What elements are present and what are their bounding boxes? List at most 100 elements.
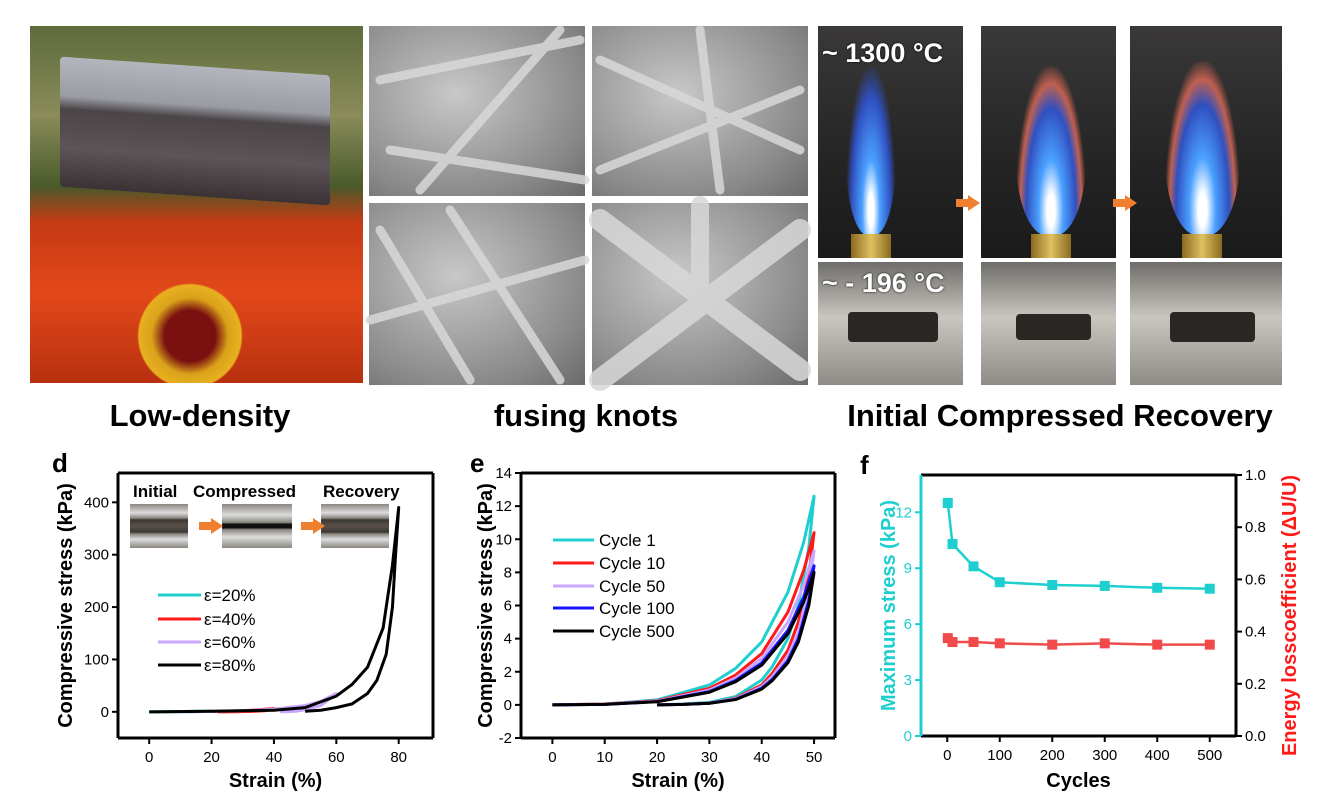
data-point-marker [1099,638,1110,649]
x-tick-label: 400 [1145,747,1170,764]
data-point-marker [947,637,958,648]
low-density-photo [30,26,363,383]
y-right-tick-label: 0.6 [1245,571,1266,588]
y-tick-label: 4 [504,631,512,648]
x-tick-label: 0 [943,747,951,764]
data-point-marker [942,497,953,508]
x-tick-label: 30 [701,749,718,766]
y-axis-title: Compressive stress (kPa) [475,483,497,728]
series-line-right [946,637,1210,646]
sample [1016,314,1091,340]
inset-label: Compressed [193,482,296,501]
x-tick-label: 50 [806,749,823,766]
y-tick-label: 0 [904,728,912,745]
x-tick-label: 40 [753,749,770,766]
inset-recovery-photo [321,504,389,548]
caption-fusing-knots: fusing knots [493,398,679,433]
y-tick-label: 200 [84,599,109,616]
x-tick-label: 40 [266,749,283,766]
legend-label: ε=40% [204,610,256,629]
flame-icon [1165,61,1240,236]
legend-label: ε=20% [204,586,256,605]
legend-label: Cycle 500 [599,622,675,641]
flame-icon [846,66,896,236]
flame-recovery-photo [1130,26,1282,258]
y-tick-label: 9 [904,560,912,577]
inset-label: Initial [133,482,177,501]
inset-compressed-photo [222,504,292,548]
sem-fibers [365,25,811,391]
series-line-cycle-50 [552,549,816,707]
x-tick-label: 300 [1092,747,1117,764]
y-tick-label: 10 [495,531,512,548]
cold-initial-photo [818,262,963,385]
x-tick-label: 0 [145,749,153,766]
cold-recovery-photo [1130,262,1282,385]
data-point-marker [947,538,958,549]
data-point-marker [994,638,1005,649]
inset-initial-photo [130,504,188,548]
legend-label: Cycle 1 [599,531,656,550]
series-line-left [946,502,1210,590]
y-tick-label: 12 [895,504,912,521]
temperature-hot-label: ~ 1300 °C [822,38,944,68]
y-right-tick-label: 0.8 [1245,519,1266,536]
flame-icon [1016,66,1086,236]
legend-label: ε=80% [204,656,256,675]
y-tick-label: -2 [499,730,512,747]
burner [851,234,891,258]
data-point-marker [1204,583,1215,594]
data-point-marker [1152,639,1163,650]
data-point-marker [1099,580,1110,591]
x-axis-title: Strain (%) [229,770,322,792]
x-tick-label: 0 [548,749,556,766]
series-line--80- [149,506,401,714]
data-point-marker [968,561,979,572]
legend-label: Cycle 50 [599,577,665,596]
data-point-marker [1204,639,1215,650]
caption-flame-states: Initial Compressed Recovery [847,398,1273,433]
y-tick-label: 100 [84,651,109,668]
temperature-cold-label: ~ - 196 °C [822,268,945,298]
x-tick-label: 80 [390,749,407,766]
caption-low-density: Low-density [109,398,291,433]
x-axis-title: Strain (%) [631,770,724,792]
series-line-cycle-500 [552,570,816,707]
y-axis-title: Maximum stress (kPa) [878,500,900,711]
x-tick-label: 10 [596,749,613,766]
x-tick-label: 200 [1040,747,1065,764]
x-tick-label: 20 [203,749,220,766]
y-tick-label: 6 [504,598,512,615]
burner [1031,234,1071,258]
x-tick-label: 60 [328,749,345,766]
y-tick-label: 14 [495,465,512,482]
y-right-tick-label: 0.4 [1245,624,1266,641]
data-point-marker [1152,582,1163,593]
y-right-tick-label: 0.0 [1245,728,1266,745]
data-point-marker [1047,579,1058,590]
burner [1182,234,1222,258]
flame-compressed-photo [981,26,1116,258]
data-point-marker [994,577,1005,588]
legend-label: Cycle 100 [599,599,675,618]
y-tick-label: 2 [504,664,512,681]
panel-letter-d: d [52,448,68,478]
inset-label: Recovery [323,482,400,501]
y-tick-label: 300 [84,547,109,564]
y-tick-label: 400 [84,494,109,511]
y-tick-label: 8 [504,564,512,581]
y-tick-label: 0 [504,697,512,714]
legend-label: ε=60% [204,633,256,652]
sample [848,312,938,342]
x-axis-title: Cycles [1046,770,1111,792]
legend-label: Cycle 10 [599,554,665,573]
data-point-marker [968,637,979,648]
flame-initial-photo [818,26,963,258]
panel-letter-f: f [860,450,869,480]
flower-center [125,281,255,383]
y-axis-right-title: Energy losscoefficient (ΔU/U) [1279,475,1301,756]
arrow-icon [956,195,980,211]
panel-letter-e: e [470,448,484,478]
